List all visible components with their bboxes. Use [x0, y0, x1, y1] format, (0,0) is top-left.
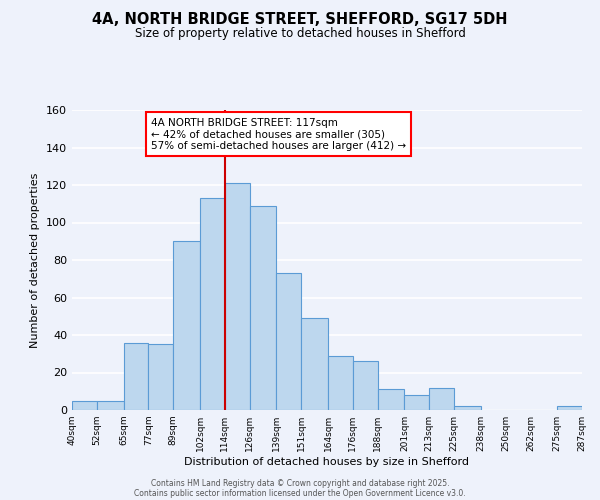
Bar: [250, 206, 277, 410]
Bar: [72, 400, 97, 410]
X-axis label: Distribution of detached houses by size in Shefford: Distribution of detached houses by size …: [185, 457, 470, 467]
Bar: [429, 388, 454, 410]
Bar: [173, 242, 200, 410]
Text: 4A NORTH BRIDGE STREET: 117sqm
← 42% of detached houses are smaller (305)
57% of: 4A NORTH BRIDGE STREET: 117sqm ← 42% of …: [151, 118, 406, 150]
Bar: [225, 183, 250, 410]
Text: Size of property relative to detached houses in Shefford: Size of property relative to detached ho…: [134, 28, 466, 40]
Bar: [353, 361, 377, 410]
Text: Contains public sector information licensed under the Open Government Licence v3: Contains public sector information licen…: [134, 488, 466, 498]
Bar: [328, 356, 353, 410]
Bar: [124, 342, 148, 410]
Bar: [277, 273, 301, 410]
Text: 4A, NORTH BRIDGE STREET, SHEFFORD, SG17 5DH: 4A, NORTH BRIDGE STREET, SHEFFORD, SG17 …: [92, 12, 508, 28]
Bar: [404, 395, 429, 410]
Bar: [200, 198, 225, 410]
Text: Contains HM Land Registry data © Crown copyright and database right 2025.: Contains HM Land Registry data © Crown c…: [151, 478, 449, 488]
Bar: [97, 400, 124, 410]
Bar: [557, 406, 582, 410]
Y-axis label: Number of detached properties: Number of detached properties: [31, 172, 40, 348]
Bar: [148, 344, 173, 410]
Bar: [377, 390, 404, 410]
Bar: [454, 406, 481, 410]
Bar: [301, 318, 328, 410]
